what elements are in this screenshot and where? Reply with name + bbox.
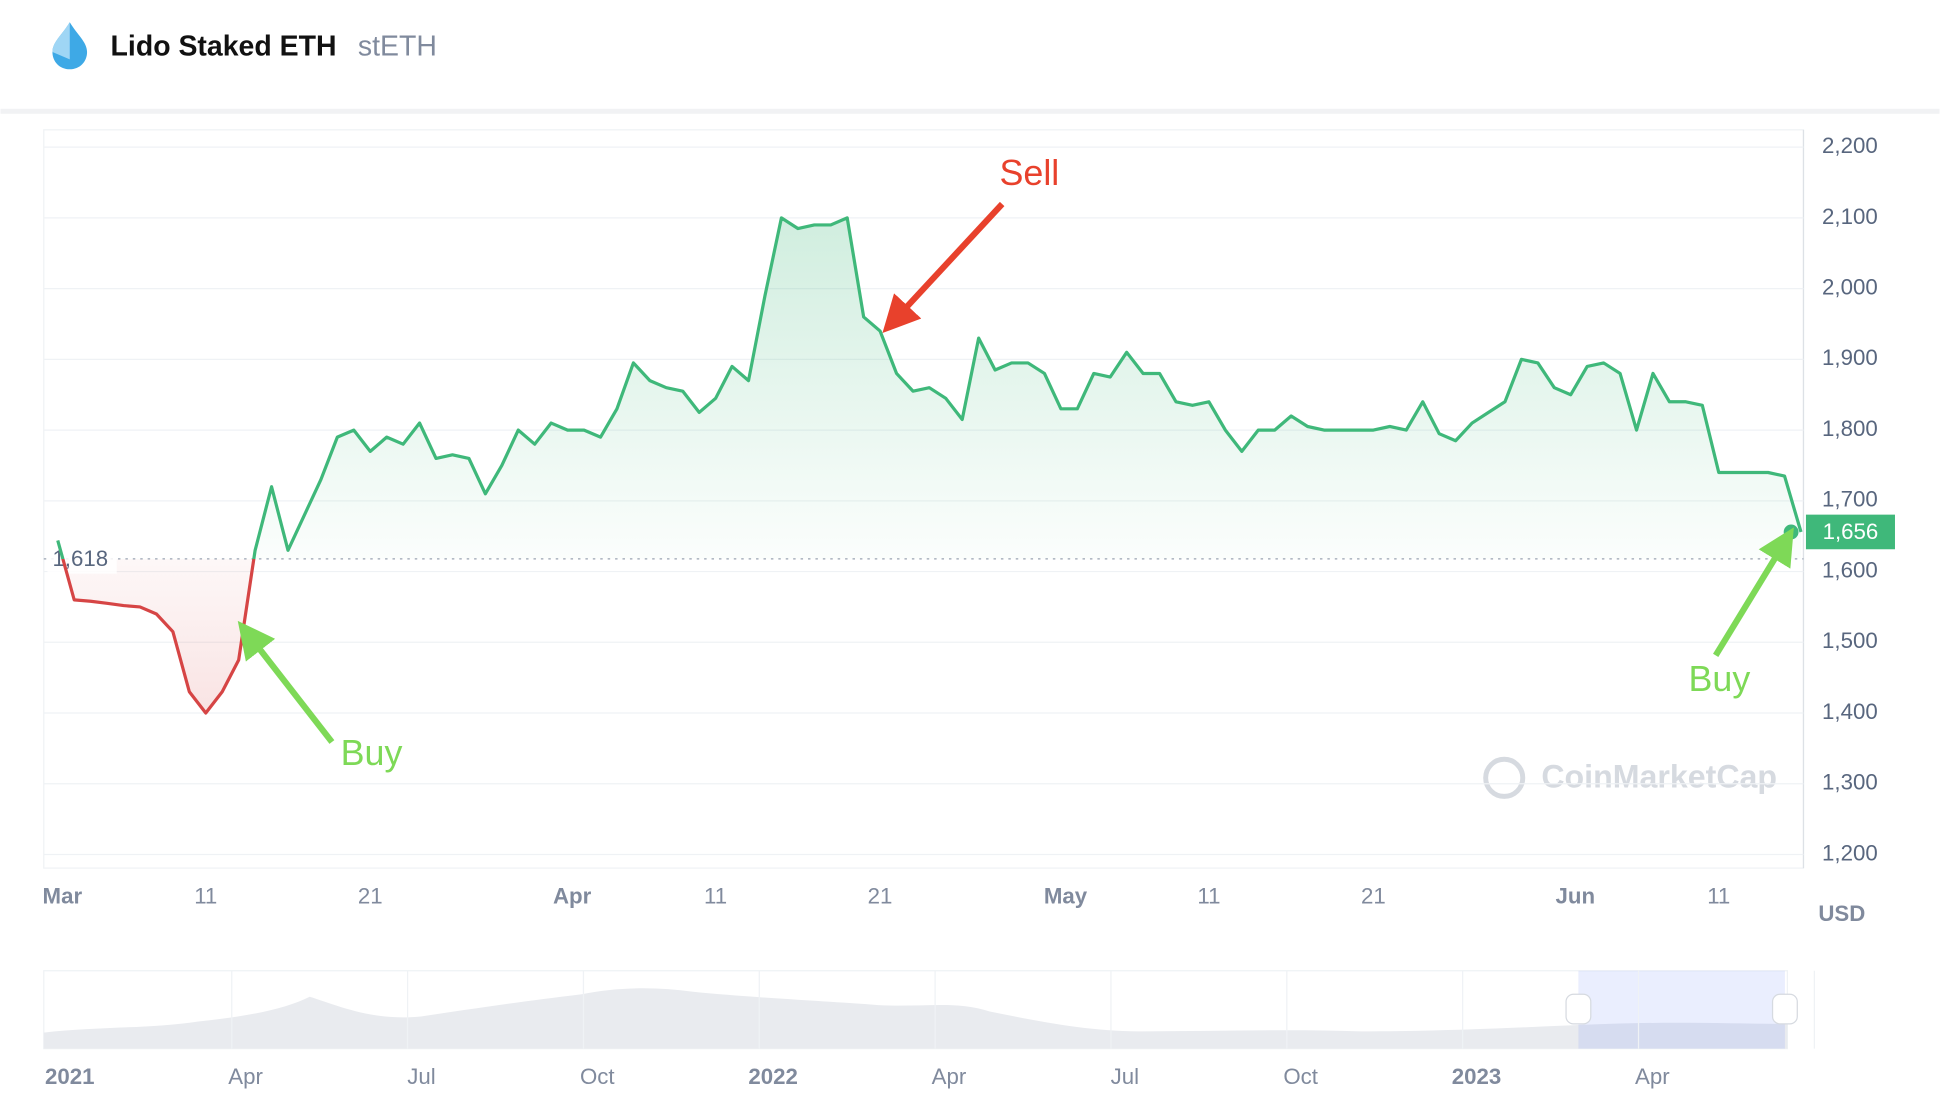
y-tick-label: 2,100 — [1822, 204, 1878, 229]
navigator-selection[interactable] — [1578, 970, 1785, 1049]
y-tick-label: 1,200 — [1822, 840, 1878, 865]
x-tick-label: 11 — [194, 884, 217, 909]
navigator-label: Jul — [407, 1064, 435, 1089]
x-tick-label: Mar — [43, 884, 83, 909]
y-tick-label: 1,600 — [1822, 557, 1878, 582]
navigator-area — [43, 988, 1788, 1049]
y-tick-label: 1,800 — [1822, 416, 1878, 441]
y-tick-label: 2,200 — [1822, 133, 1878, 158]
y-tick-label: 1,300 — [1822, 770, 1878, 795]
unit-label: USD — [1818, 901, 1865, 926]
navigator-label: Apr — [932, 1064, 967, 1089]
x-tick-label: Jun — [1556, 884, 1596, 909]
x-tick-label: 21 — [1361, 884, 1386, 909]
y-tick-label: 1,900 — [1822, 345, 1878, 370]
annotation-arrow — [237, 620, 335, 744]
header-shadow — [0, 108, 1940, 114]
navigator-label: Apr — [1635, 1064, 1670, 1089]
symbol: stETH — [358, 31, 437, 63]
navigator-label: 2022 — [748, 1064, 798, 1089]
x-tick-label: Apr — [553, 884, 592, 909]
y-tick-label: 1,500 — [1822, 628, 1878, 653]
navigator-handle[interactable] — [1565, 993, 1592, 1025]
header-bar — [0, 0, 1940, 109]
annotation-text: Sell — [999, 153, 1059, 193]
logo-facet — [52, 22, 70, 60]
x-tick-label: 11 — [704, 884, 727, 909]
last-value-label: 1,656 — [1823, 519, 1879, 544]
y-tick-label: 1,700 — [1822, 487, 1878, 512]
navigator-label: 2023 — [1452, 1064, 1502, 1089]
watermark-logo — [1483, 756, 1526, 799]
title: Lido Staked ETH — [111, 31, 337, 63]
annotation-text: Buy — [341, 733, 403, 773]
price-line — [56, 216, 1803, 715]
navigator-label: 2021 — [45, 1064, 94, 1089]
navigator-label: Apr — [228, 1064, 263, 1089]
navigator-label: Oct — [580, 1064, 615, 1089]
area-fill — [57, 217, 1802, 714]
annotation-arrow — [882, 201, 1005, 334]
x-tick-label: 21 — [358, 884, 383, 909]
last-value-box — [1805, 514, 1895, 550]
annotation-text: Buy — [1688, 659, 1750, 699]
navigator-label: Oct — [1283, 1064, 1318, 1089]
x-tick-label: 21 — [868, 884, 893, 909]
x-tick-label: May — [1044, 884, 1088, 909]
navigator-label: Jul — [1111, 1064, 1139, 1089]
x-tick-label: 11 — [1707, 884, 1730, 909]
annotation-arrow — [1713, 527, 1794, 658]
y-tick-label: 2,000 — [1822, 274, 1878, 299]
watermark: CoinMarketCap — [1541, 759, 1777, 795]
x-tick-label: 11 — [1197, 884, 1220, 909]
navigator-handle[interactable] — [1771, 993, 1798, 1025]
y-tick-label: 1,400 — [1822, 699, 1878, 724]
